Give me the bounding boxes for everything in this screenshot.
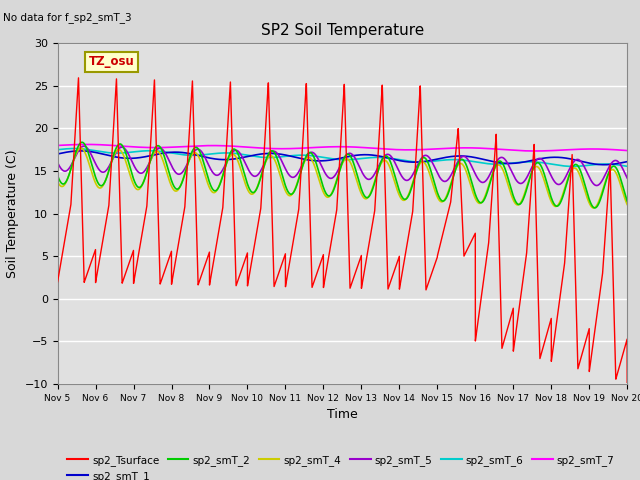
Legend: sp2_Tsurface, sp2_smT_1, sp2_smT_2, sp2_smT_4, sp2_smT_5, sp2_smT_6, sp2_smT_7: sp2_Tsurface, sp2_smT_1, sp2_smT_2, sp2_… (63, 451, 619, 480)
Title: SP2 Soil Temperature: SP2 Soil Temperature (260, 23, 424, 38)
Text: TZ_osu: TZ_osu (89, 55, 134, 68)
X-axis label: Time: Time (327, 408, 358, 421)
Y-axis label: Soil Temperature (C): Soil Temperature (C) (6, 149, 19, 278)
Text: No data for f_sp2_smT_3: No data for f_sp2_smT_3 (3, 12, 132, 23)
